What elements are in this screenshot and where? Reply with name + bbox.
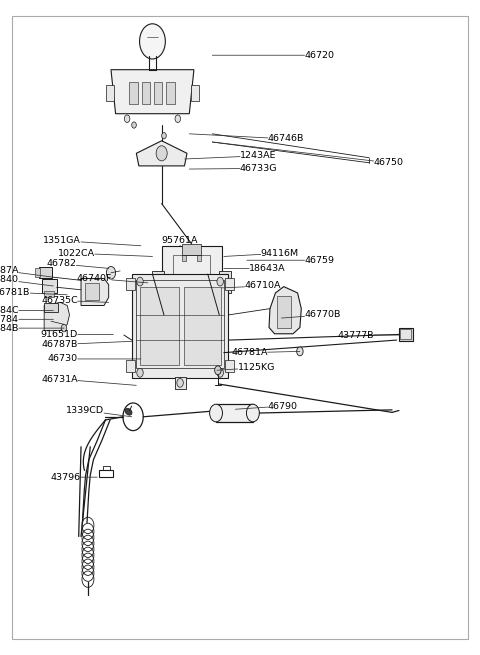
Circle shape <box>158 279 165 288</box>
Bar <box>216 404 253 422</box>
Bar <box>175 377 186 389</box>
Text: 46733G: 46733G <box>189 164 277 173</box>
Bar <box>225 360 234 371</box>
Bar <box>132 274 228 378</box>
Bar <box>84 283 98 301</box>
Circle shape <box>217 277 223 286</box>
Text: 46759: 46759 <box>247 255 335 265</box>
Bar <box>182 255 186 261</box>
Circle shape <box>162 132 166 139</box>
Text: 46770B: 46770B <box>281 310 341 320</box>
Bar <box>182 244 201 255</box>
Bar <box>197 255 201 261</box>
Bar <box>44 291 54 297</box>
Circle shape <box>124 115 130 122</box>
Text: 1125KG: 1125KG <box>217 364 275 372</box>
Text: 46740F: 46740F <box>76 274 148 283</box>
Circle shape <box>156 146 167 161</box>
Text: 95840: 95840 <box>0 275 53 286</box>
Circle shape <box>215 366 221 375</box>
Bar <box>103 466 110 470</box>
Text: 1351GA: 1351GA <box>43 236 141 246</box>
Text: 46790: 46790 <box>235 402 298 411</box>
Bar <box>162 246 222 315</box>
Circle shape <box>175 115 180 122</box>
Text: 46730: 46730 <box>48 354 141 364</box>
Bar <box>153 271 164 293</box>
Circle shape <box>297 347 303 356</box>
Text: 46784: 46784 <box>0 315 53 324</box>
Bar <box>166 83 175 104</box>
Bar <box>126 360 135 371</box>
Bar <box>173 255 210 305</box>
Text: 46784C: 46784C <box>0 306 53 315</box>
Text: 46781A: 46781A <box>231 348 300 357</box>
Circle shape <box>177 379 183 387</box>
Text: 43777B: 43777B <box>337 331 399 339</box>
Circle shape <box>137 368 143 377</box>
Text: 46746B: 46746B <box>189 134 304 143</box>
Polygon shape <box>44 303 70 331</box>
Bar <box>140 287 179 365</box>
Circle shape <box>61 324 67 332</box>
Circle shape <box>210 404 223 422</box>
Text: 18643A: 18643A <box>224 264 286 273</box>
Bar <box>130 83 138 104</box>
Circle shape <box>137 277 143 286</box>
Bar <box>399 328 413 341</box>
Text: 95761A: 95761A <box>162 236 198 246</box>
Text: 46782: 46782 <box>47 259 108 269</box>
Bar <box>126 278 135 290</box>
Bar <box>42 279 57 293</box>
Polygon shape <box>111 69 194 114</box>
Text: 46720: 46720 <box>212 50 335 60</box>
Bar <box>219 271 231 293</box>
Text: 46787A: 46787A <box>0 266 53 277</box>
Text: 46787B: 46787B <box>41 340 132 349</box>
Text: 46781B: 46781B <box>0 288 67 297</box>
Text: 91651D: 91651D <box>40 330 113 339</box>
Text: 1243AE: 1243AE <box>185 151 276 160</box>
Bar <box>35 269 39 277</box>
Circle shape <box>140 24 165 59</box>
Text: 43796: 43796 <box>51 473 97 481</box>
Bar <box>400 329 411 339</box>
Polygon shape <box>269 287 301 334</box>
Circle shape <box>228 279 234 288</box>
Text: 1022CA: 1022CA <box>58 249 153 258</box>
Text: 1339CD: 1339CD <box>66 406 132 417</box>
Circle shape <box>107 267 116 279</box>
Text: 46731A: 46731A <box>41 375 136 385</box>
Bar <box>191 85 199 101</box>
Text: 46750: 46750 <box>212 142 404 167</box>
Polygon shape <box>81 278 108 305</box>
Bar <box>99 470 113 477</box>
Bar <box>44 303 58 312</box>
Circle shape <box>132 122 136 128</box>
Text: 46735C: 46735C <box>41 296 108 305</box>
Bar <box>277 296 291 328</box>
Bar <box>107 85 114 101</box>
Bar <box>184 287 220 365</box>
Bar <box>154 83 162 104</box>
Text: 94116M: 94116M <box>224 249 299 258</box>
Text: 46710A: 46710A <box>222 282 281 291</box>
Bar <box>225 278 234 290</box>
Polygon shape <box>136 141 187 166</box>
Bar <box>38 267 51 278</box>
Circle shape <box>217 368 223 377</box>
Circle shape <box>246 404 259 422</box>
Bar <box>136 280 224 368</box>
Bar <box>142 83 150 104</box>
Text: 46784B: 46784B <box>0 324 64 333</box>
Ellipse shape <box>125 408 132 415</box>
